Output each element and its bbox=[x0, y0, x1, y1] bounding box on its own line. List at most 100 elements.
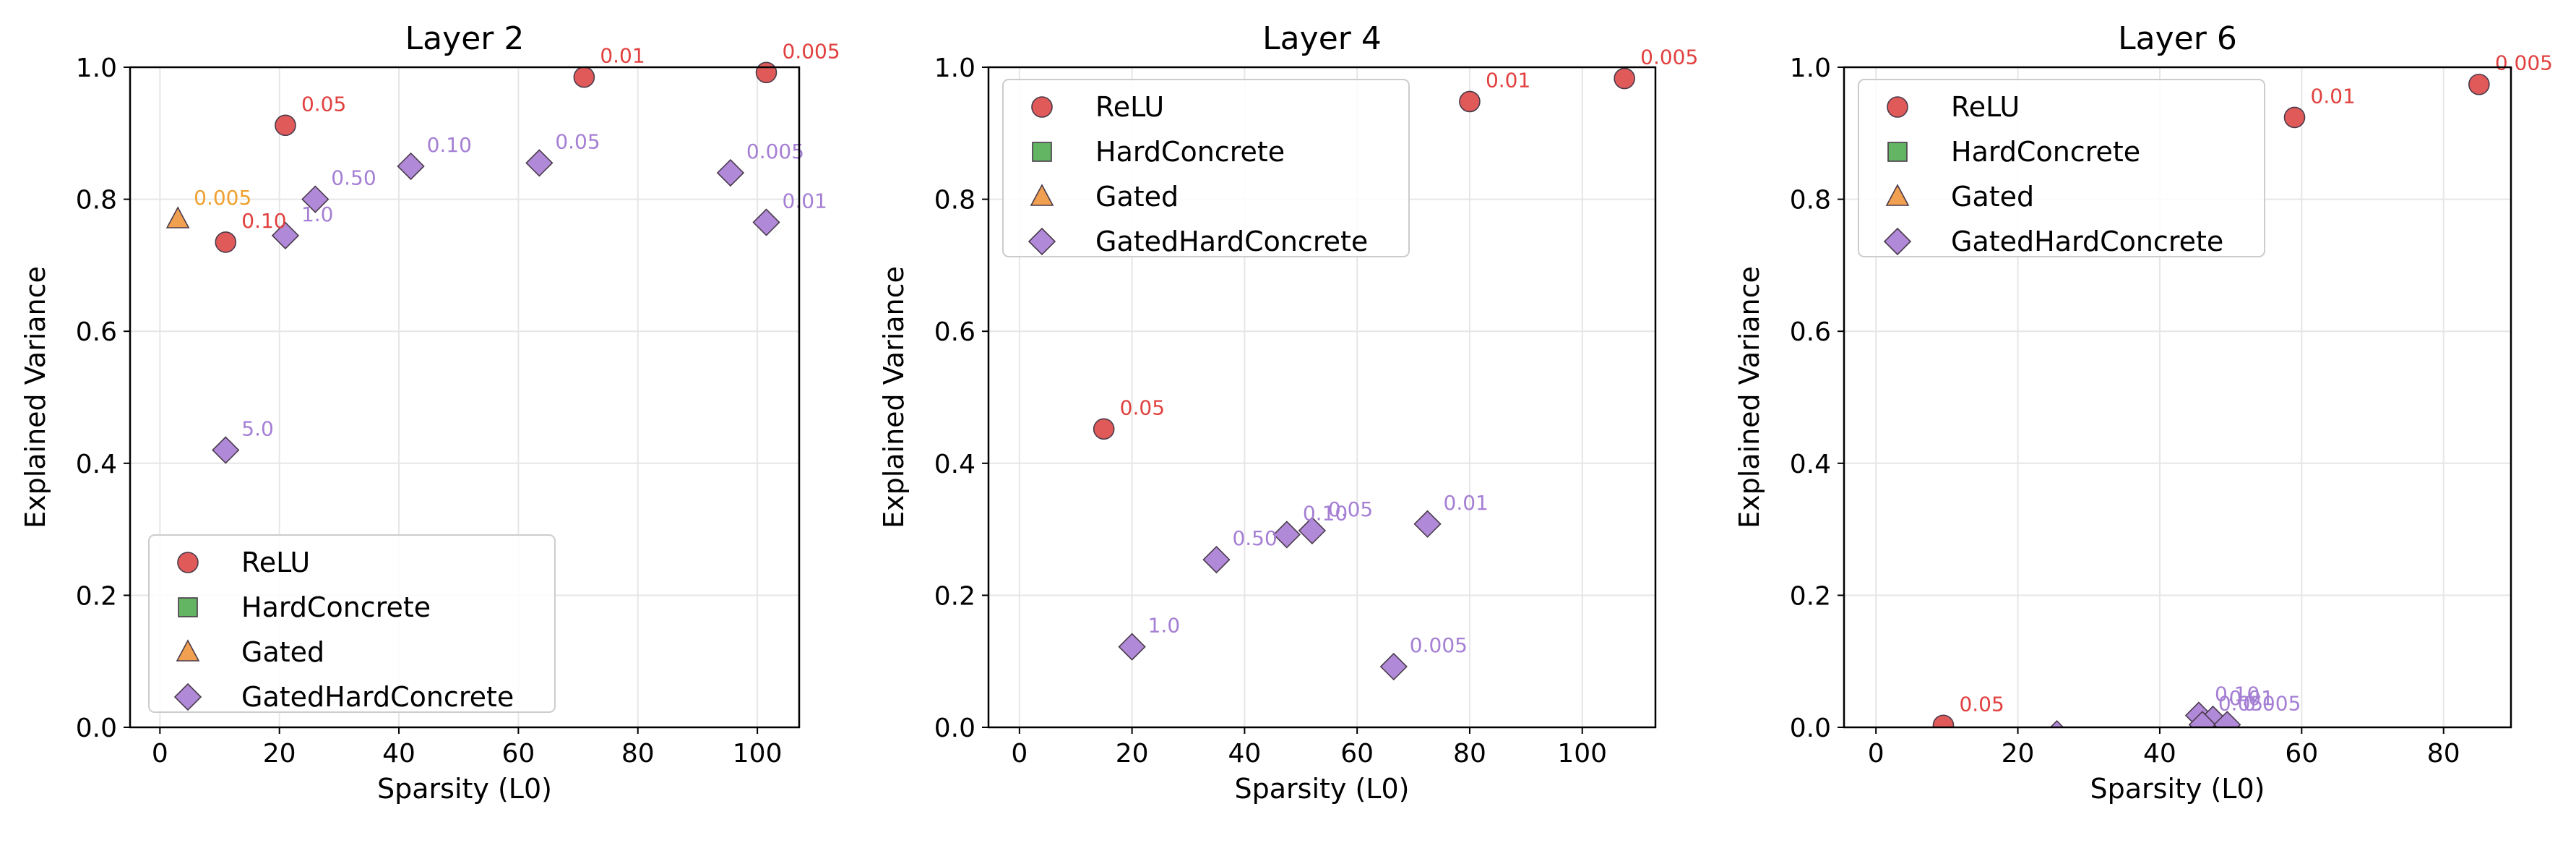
point-label-gatedhardconcrete: 0.10 bbox=[427, 133, 472, 157]
y-tick-label: 1.0 bbox=[76, 54, 117, 83]
y-tick-label: 0.8 bbox=[1790, 186, 1831, 215]
legend-label-relu: ReLU bbox=[1951, 91, 2020, 123]
x-tick-label: 60 bbox=[502, 739, 535, 769]
y-tick-label: 1.0 bbox=[1790, 54, 1831, 83]
y-tick-label: 1.0 bbox=[934, 54, 975, 83]
point-relu bbox=[1093, 418, 1115, 440]
point-label-relu: 0.05 bbox=[301, 92, 346, 116]
y-axis-label: Explained Variance bbox=[1733, 266, 1765, 529]
point-label-relu: 0.05 bbox=[1959, 692, 2004, 716]
x-axis-label: Sparsity (L0) bbox=[1235, 773, 1410, 805]
point-gatedhardconcrete bbox=[1118, 633, 1146, 661]
point-label-relu: 0.01 bbox=[600, 44, 645, 68]
x-tick-label: 80 bbox=[2427, 739, 2460, 769]
x-tick-label: 40 bbox=[382, 739, 415, 769]
point-relu bbox=[1459, 90, 1481, 113]
y-tick-label: 0.6 bbox=[934, 317, 975, 347]
axes-frame bbox=[1843, 66, 2512, 729]
data-points bbox=[1932, 73, 2490, 727]
y-tick-label: 0.4 bbox=[76, 450, 117, 479]
point-gatedhardconcrete bbox=[716, 158, 745, 187]
point-gatedhardconcrete bbox=[1298, 516, 1327, 545]
y-tick-label: 0.8 bbox=[76, 186, 117, 215]
chart-title: Layer 6 bbox=[2118, 20, 2237, 57]
point-label-gatedhardconcrete: 0.10 bbox=[2215, 682, 2260, 706]
point-label-relu: 0.005 bbox=[1640, 46, 1698, 69]
x-tick-label: 0 bbox=[1011, 739, 1028, 769]
x-tick-label: 60 bbox=[2285, 739, 2318, 769]
point-label-gatedhardconcrete: 1.0 bbox=[1148, 614, 1181, 638]
x-tick-label: 40 bbox=[2143, 739, 2176, 769]
legend-marker-gatedhardconcrete bbox=[173, 682, 202, 711]
chart-panel-2: 0 20 40 60 80 100 0.0 0.2 0.4 0.6 0.8 1.0 Layer 4 Spa… bbox=[878, 20, 1698, 805]
data-points bbox=[1093, 67, 1635, 681]
point-label-relu: 0.10 bbox=[241, 209, 286, 233]
y-tick-label: 0.6 bbox=[76, 317, 117, 347]
point-gatedhardconcrete bbox=[212, 436, 240, 464]
legend-label-relu: ReLU bbox=[241, 547, 310, 578]
legend-label-gated: Gated bbox=[1095, 181, 1179, 213]
y-tick-label: 0.2 bbox=[1790, 581, 1831, 611]
y-axis-label: Explained Variance bbox=[20, 266, 51, 529]
legend-marker-gatedhardconcrete bbox=[1883, 227, 1912, 256]
point-gatedhardconcrete bbox=[271, 221, 300, 249]
x-tick-label: 20 bbox=[263, 739, 296, 769]
point-label-gatedhardconcrete: 0.10 bbox=[1303, 501, 1348, 525]
point-relu bbox=[573, 66, 595, 88]
point-label-gatedhardconcrete: 0.05 bbox=[555, 129, 600, 153]
chart-title: Layer 4 bbox=[1262, 20, 1382, 57]
x-tick-label: 80 bbox=[1453, 739, 1486, 769]
legend: ReLU HardConcrete Gated GatedHardConcrete bbox=[148, 534, 556, 713]
chart-panel-1: 0 20 40 60 80 100 0.0 0.2 0.4 0.6 0.8 1.0 Layer 2 Spa… bbox=[20, 20, 840, 805]
legend-box bbox=[1858, 79, 2265, 257]
point-label-gatedhardconcrete: 0.005 bbox=[1410, 633, 1468, 657]
y-tick-label: 0.8 bbox=[934, 186, 975, 215]
x-tick-label: 0 bbox=[1868, 739, 1884, 769]
point-label-gatedhardconcrete: 0.50 bbox=[331, 166, 376, 190]
legend-label-hardconcrete: HardConcrete bbox=[1951, 136, 2140, 168]
y-tick-label: 0.4 bbox=[1790, 450, 1831, 479]
point-gatedhardconcrete bbox=[752, 208, 780, 236]
point-relu bbox=[2468, 73, 2490, 95]
y-tick-label: 0.0 bbox=[934, 714, 975, 743]
x-tick-label: 60 bbox=[1340, 739, 1374, 769]
x-axis-label: Sparsity (L0) bbox=[2090, 773, 2265, 805]
point-relu bbox=[275, 114, 296, 137]
legend: ReLU HardConcrete Gated GatedHardConcrete bbox=[1002, 79, 1410, 257]
point-label-gatedhardconcrete: 5.0 bbox=[241, 417, 274, 441]
y-axis-label: Explained Variance bbox=[878, 266, 910, 529]
legend-label-gatedhardconcrete: GatedHardConcrete bbox=[241, 681, 514, 713]
legend-label-gatedhardconcrete: GatedHardConcrete bbox=[1095, 226, 1368, 257]
legend-label-gated: Gated bbox=[241, 636, 324, 668]
point-label-gatedhardconcrete: 0.01 bbox=[783, 189, 827, 213]
point-gatedhardconcrete bbox=[2213, 711, 2241, 727]
chart-title: Layer 2 bbox=[405, 20, 525, 57]
y-tick-label: 0.2 bbox=[934, 581, 975, 611]
y-tick-label: 0.2 bbox=[76, 581, 117, 611]
legend-marker-hardconcrete bbox=[178, 597, 198, 617]
point-relu bbox=[215, 231, 237, 253]
point-label-gatedhardconcrete: 1.0 bbox=[301, 202, 334, 226]
legend-marker-hardconcrete bbox=[1887, 142, 1908, 162]
point-relu bbox=[2283, 106, 2306, 129]
x-tick-label: 100 bbox=[733, 739, 783, 769]
axes-frame bbox=[129, 66, 801, 729]
legend-label-hardconcrete: HardConcrete bbox=[241, 591, 431, 623]
point-label-gatedhardconcrete: 0.01 bbox=[2229, 686, 2274, 710]
point-gatedhardconcrete bbox=[397, 152, 425, 181]
legend-marker-gated bbox=[1885, 184, 1910, 206]
point-gatedhardconcrete bbox=[301, 185, 329, 213]
point-label-relu: 0.005 bbox=[2495, 51, 2553, 75]
point-label-gatedhardconcrete: 0.005 bbox=[746, 140, 804, 163]
legend-marker-gated bbox=[1030, 184, 1054, 206]
x-tick-label: 80 bbox=[621, 739, 655, 769]
point-gatedhardconcrete bbox=[1379, 652, 1408, 681]
point-label-gated: 0.005 bbox=[194, 186, 251, 210]
legend-marker-relu bbox=[1031, 96, 1053, 118]
point-gatedhardconcrete bbox=[1202, 545, 1231, 574]
x-tick-label: 40 bbox=[1228, 739, 1261, 769]
point-label-relu: 0.005 bbox=[783, 39, 840, 63]
point-relu bbox=[1614, 67, 1635, 90]
y-tick-label: 0.4 bbox=[934, 450, 975, 479]
